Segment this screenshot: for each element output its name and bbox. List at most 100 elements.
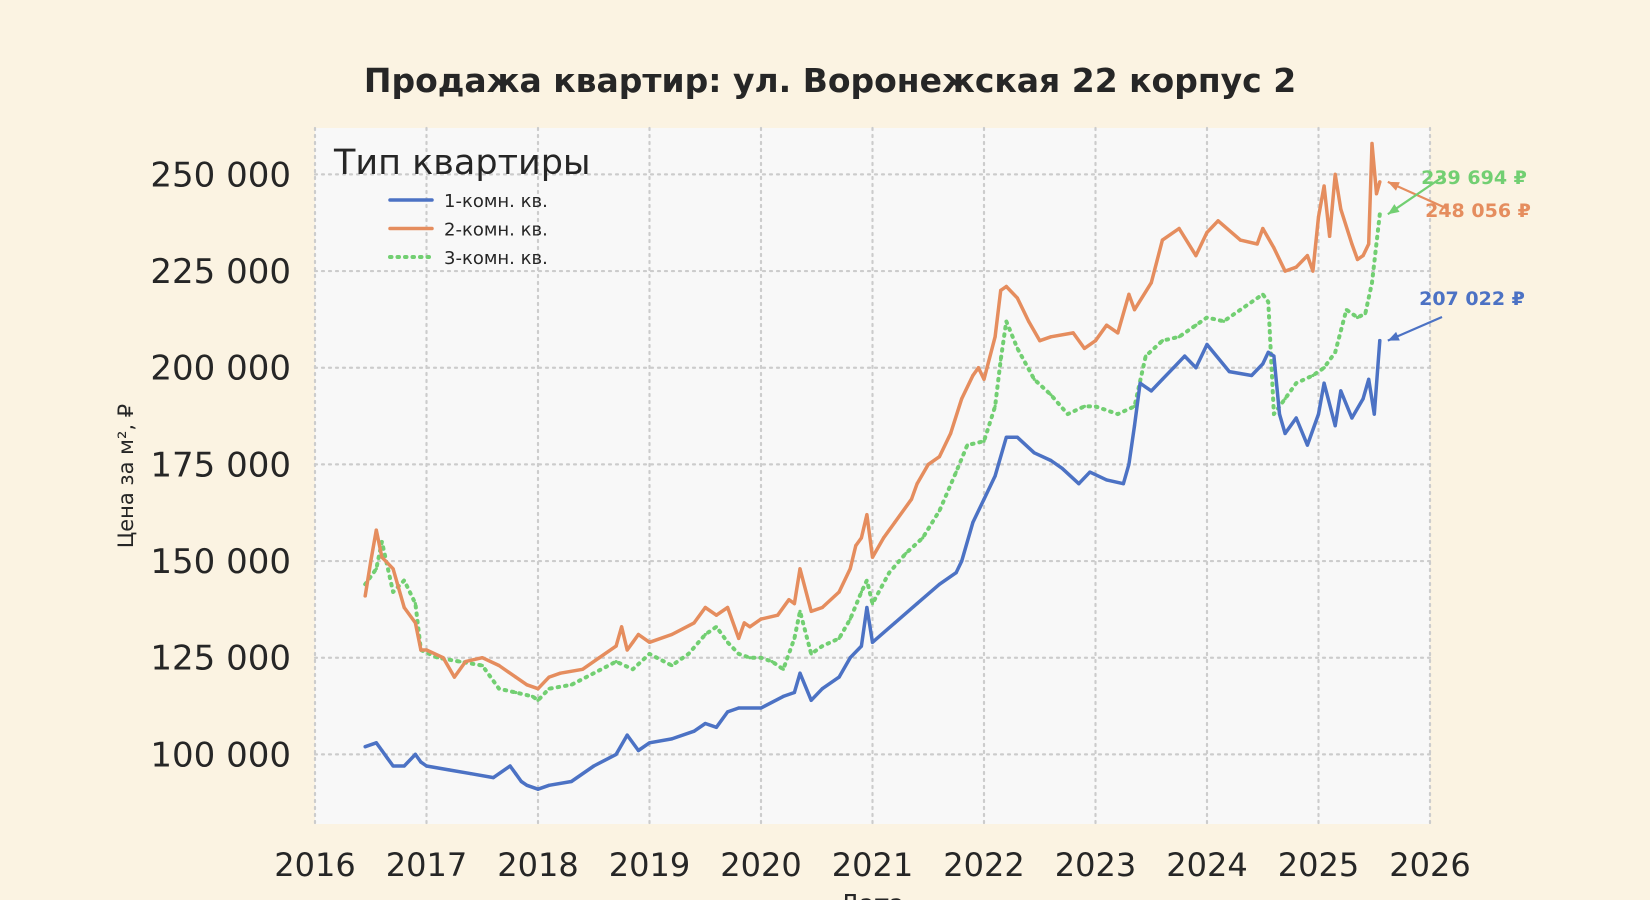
- data-point: [1355, 257, 1360, 262]
- y-tick-label: 250 000: [150, 155, 291, 195]
- data-point: [469, 772, 473, 776]
- data-point: [1272, 354, 1276, 358]
- data-point: [870, 602, 875, 606]
- data-point: [820, 687, 824, 691]
- data-point: [1004, 284, 1008, 289]
- data-point: [597, 656, 601, 660]
- data-point: [792, 636, 797, 641]
- legend-title: Тип квартиры: [333, 143, 591, 183]
- y-tick-label: 225 000: [150, 252, 291, 292]
- data-point: [993, 404, 997, 408]
- data-point: [1049, 335, 1053, 339]
- data-point: [1277, 412, 1282, 416]
- data-point: [480, 663, 484, 668]
- data-point: [1378, 180, 1382, 184]
- data-point: [960, 559, 964, 563]
- data-point: [1049, 393, 1053, 397]
- data-point: [893, 520, 897, 525]
- data-point: [581, 667, 585, 671]
- x-tick-label: 2022: [943, 846, 1024, 884]
- data-point: [882, 536, 886, 540]
- data-point: [809, 652, 813, 656]
- data-point: [759, 706, 763, 710]
- data-point: [391, 567, 395, 571]
- x-tick-label: 2021: [832, 846, 913, 884]
- data-point: [1105, 478, 1109, 482]
- data-point: [949, 431, 953, 436]
- data-point: [1205, 230, 1209, 234]
- y-axis-label: Цена за м², ₽: [114, 404, 138, 548]
- data-point: [726, 710, 730, 714]
- data-point: [703, 605, 707, 610]
- data-point: [1082, 346, 1086, 350]
- data-point: [848, 567, 852, 571]
- data-point: [508, 764, 512, 768]
- data-point: [374, 528, 378, 532]
- data-point: [999, 358, 1003, 362]
- data-point: [402, 605, 406, 610]
- data-point: [1283, 397, 1287, 401]
- data-point: [798, 567, 802, 571]
- data-point: [614, 644, 618, 648]
- data-point: [993, 335, 997, 339]
- data-point: [536, 698, 540, 702]
- data-point: [792, 602, 797, 606]
- data-point: [1350, 242, 1354, 246]
- data-point: [954, 470, 958, 474]
- x-tick-label: 2016: [274, 846, 355, 884]
- data-point: [1105, 323, 1109, 327]
- data-point: [441, 656, 445, 660]
- legend-label: 3-комн. кв.: [444, 248, 548, 269]
- end-value-label: 207 022 ₽: [1419, 288, 1525, 310]
- end-value-label: 248 056 ₽: [1425, 200, 1531, 222]
- data-point: [1038, 339, 1042, 343]
- data-point: [859, 536, 864, 540]
- data-point: [1194, 366, 1198, 370]
- data-point: [748, 625, 752, 629]
- data-point: [692, 729, 696, 733]
- data-point: [787, 598, 791, 602]
- x-tick-label: 2020: [720, 846, 801, 884]
- data-point: [1363, 312, 1367, 316]
- data-point: [921, 536, 925, 540]
- x-tick-label: 2026: [1389, 846, 1470, 884]
- data-point: [1294, 381, 1298, 385]
- data-point: [982, 439, 986, 443]
- data-point: [1071, 331, 1075, 335]
- data-point: [1272, 246, 1276, 250]
- data-point: [686, 652, 691, 656]
- data-point: [1205, 315, 1209, 320]
- data-point: [1172, 366, 1176, 370]
- data-point: [1160, 238, 1164, 242]
- data-point: [1160, 377, 1164, 381]
- data-point: [514, 690, 518, 695]
- data-point: [374, 741, 378, 745]
- data-point: [1177, 335, 1181, 339]
- data-point: [1082, 404, 1086, 408]
- data-point: [1272, 412, 1276, 416]
- data-point: [714, 725, 719, 729]
- data-point: [937, 455, 942, 459]
- data-point: [380, 748, 384, 753]
- data-point: [631, 667, 635, 671]
- data-point: [976, 366, 981, 370]
- data-point: [463, 660, 468, 664]
- x-tick-label: 2023: [1055, 846, 1136, 884]
- end-annotations: 207 022 ₽ 248 056 ₽ 239 694 ₽: [1387, 167, 1531, 342]
- data-point: [1004, 319, 1008, 323]
- data-point: [982, 497, 986, 501]
- x-tick-label: 2018: [497, 846, 578, 884]
- data-point: [670, 663, 674, 668]
- data-point: [1177, 226, 1181, 231]
- data-point: [937, 582, 942, 586]
- data-point: [1266, 350, 1270, 354]
- data-point: [1367, 242, 1371, 246]
- data-point: [558, 671, 562, 675]
- data-point: [1032, 451, 1036, 455]
- data-point: [1350, 416, 1354, 420]
- annotation-arrowhead: [1387, 331, 1400, 341]
- data-point: [1255, 242, 1259, 246]
- data-point: [569, 779, 574, 784]
- x-axis-label: Дата: [840, 889, 905, 900]
